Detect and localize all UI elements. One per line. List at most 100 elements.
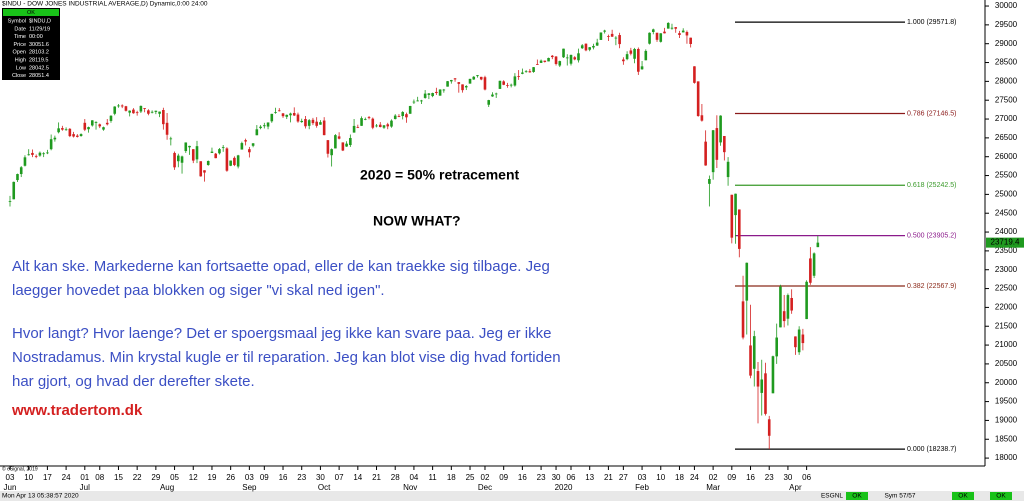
info-value: 30051.6	[29, 42, 49, 48]
candle-body	[345, 143, 348, 147]
candle-body	[158, 111, 161, 114]
candle-body	[693, 66, 696, 83]
candle-body	[584, 43, 588, 51]
commentary-line: har gjort, og hvad der derefter skete.	[12, 373, 255, 390]
candle-body	[663, 31, 666, 34]
y-tick-label: 19000	[995, 416, 1018, 425]
candle-body	[259, 126, 262, 129]
website: www.tradertom.dk	[11, 402, 143, 419]
x-tick-label: 16	[746, 473, 755, 482]
x-month-label: Aug	[160, 483, 174, 492]
candle-body	[498, 80, 502, 89]
x-tick-label: 24	[690, 473, 699, 482]
info-label: Date	[14, 26, 26, 32]
candle-body	[177, 155, 180, 162]
candle-body	[382, 125, 386, 128]
candle-body	[378, 124, 382, 128]
candle-body	[225, 148, 229, 171]
candle-body	[401, 112, 404, 117]
candle-body	[678, 33, 681, 35]
candle-body	[644, 50, 648, 61]
candle-body	[236, 155, 240, 167]
candle-body	[446, 81, 449, 87]
y-tick-label: 26000	[995, 152, 1018, 161]
x-month-label: Mar	[706, 483, 720, 492]
y-tick-label: 21500	[995, 321, 1018, 330]
candle-body	[450, 80, 453, 82]
y-tick-label: 20000	[995, 378, 1018, 387]
candle-body	[173, 152, 176, 168]
candle-body	[162, 110, 165, 125]
info-box-status-bg	[3, 9, 59, 16]
candle-body	[655, 32, 659, 40]
candle-body	[674, 27, 678, 29]
fib-label: 0.382 (22567.9)	[907, 283, 956, 290]
candle-body	[524, 71, 528, 73]
candle-body	[251, 143, 255, 146]
commentary-line: laegger hovedet paa blokken og siger "vi…	[12, 282, 385, 299]
candle-body	[300, 120, 304, 123]
status-bar	[0, 491, 1024, 501]
x-tick-label: 10	[656, 473, 665, 482]
candle-body	[61, 128, 64, 130]
candle-body	[704, 141, 707, 166]
candle-body	[102, 127, 105, 130]
candle-body	[483, 77, 487, 90]
x-tick-label: 10	[24, 473, 33, 482]
candle-body	[622, 59, 625, 62]
candle-body	[536, 64, 539, 65]
candle-body	[337, 136, 341, 139]
candle-body	[143, 108, 146, 109]
x-tick-label: 07	[335, 473, 344, 482]
candle-body	[756, 371, 760, 387]
candle-body	[532, 67, 535, 72]
candle-body	[27, 154, 30, 156]
info-label: High	[15, 57, 26, 63]
annotation: NOW WHAT?	[373, 213, 461, 229]
status-left: Mon Apr 13 05:38:57 2020	[2, 493, 79, 500]
fib-label: 0.618 (25242.5)	[907, 182, 956, 189]
candle-body	[442, 89, 446, 91]
candle-body	[517, 76, 520, 77]
candle-body	[38, 152, 42, 156]
y-tick-label: 27500	[995, 95, 1018, 104]
x-tick-label: 09	[727, 473, 736, 482]
candle-body	[233, 157, 236, 166]
info-value: 00:00	[29, 34, 43, 40]
commentary-line: Nostradamus. Min krystal kugle er til re…	[12, 349, 561, 366]
candle-body	[573, 57, 577, 60]
candle-body	[191, 149, 195, 161]
x-tick-label: 23	[537, 473, 546, 482]
candle-body	[334, 135, 337, 149]
candle-body	[681, 30, 685, 33]
x-tick-label: 24	[62, 473, 71, 482]
fib-label: 0.500 (23905.2)	[907, 232, 956, 239]
y-tick-label: 25500	[995, 171, 1018, 180]
y-tick-label: 27000	[995, 114, 1018, 123]
candle-body	[457, 82, 461, 84]
candle-body	[745, 262, 749, 301]
candle-body	[797, 329, 801, 353]
status-item: OK	[958, 493, 968, 500]
candle-body	[184, 142, 188, 152]
candle-body	[812, 253, 816, 276]
x-tick-label: 03	[245, 473, 254, 482]
candle-body	[651, 29, 655, 33]
candle-body	[386, 124, 390, 127]
candle-body	[468, 78, 472, 84]
candle-body	[360, 118, 363, 126]
candle-body	[509, 84, 513, 86]
candle-body	[210, 151, 214, 153]
candle-body	[364, 118, 367, 120]
x-tick-label: 28	[391, 473, 400, 482]
status-item: OK	[996, 493, 1006, 500]
candle-body	[476, 75, 479, 77]
y-tick-label: 25000	[995, 189, 1018, 198]
info-label: Close	[12, 73, 26, 79]
candle-body	[670, 27, 674, 29]
candle-body	[741, 301, 745, 338]
candle-body	[199, 161, 203, 177]
x-tick-label: 25	[466, 473, 475, 482]
commentary-line: Alt kan ske. Markederne kan fortsaette o…	[12, 258, 550, 275]
